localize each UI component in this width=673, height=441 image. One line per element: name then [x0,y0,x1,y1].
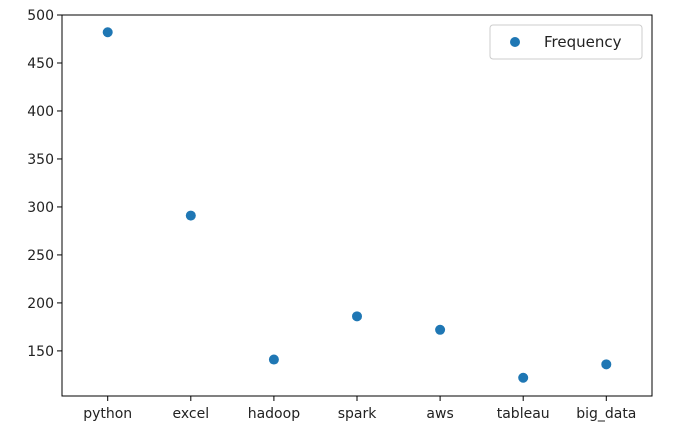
x-tick-label: spark [338,406,378,422]
data-point [435,324,446,335]
x-tick-label: aws [426,406,453,422]
plot-frame [61,14,653,397]
legend-marker [510,37,520,47]
y-tick-label: 150 [27,344,54,360]
y-tick-label: 250 [27,248,54,264]
y-tick-label: 350 [27,152,54,168]
x-tick-label: tableau [497,406,550,422]
legend-label: Frequency [544,33,622,51]
y-tick-label: 300 [27,200,54,216]
data-point [185,210,196,221]
plot-area [61,14,653,397]
data-point [352,311,362,322]
x-tick-label: excel [172,406,209,422]
y-tick-label: 200 [27,296,54,312]
legend-box [489,24,643,60]
x-tick-label: big_data [576,406,636,422]
y-tick-label: 500 [27,8,54,24]
data-point [518,372,529,383]
data-points [102,27,612,383]
y-tick-label: 450 [27,56,54,72]
x-tick-label: python [83,406,132,422]
x-tick-label: hadoop [248,406,300,422]
legend: Frequency [489,24,643,60]
axes: 150 200 250 300 350 400 450 500 python excel hadoo… [27,8,636,422]
y-tick-label: 400 [27,104,54,120]
data-point [268,354,279,365]
data-point [601,359,612,370]
data-point [102,27,113,38]
